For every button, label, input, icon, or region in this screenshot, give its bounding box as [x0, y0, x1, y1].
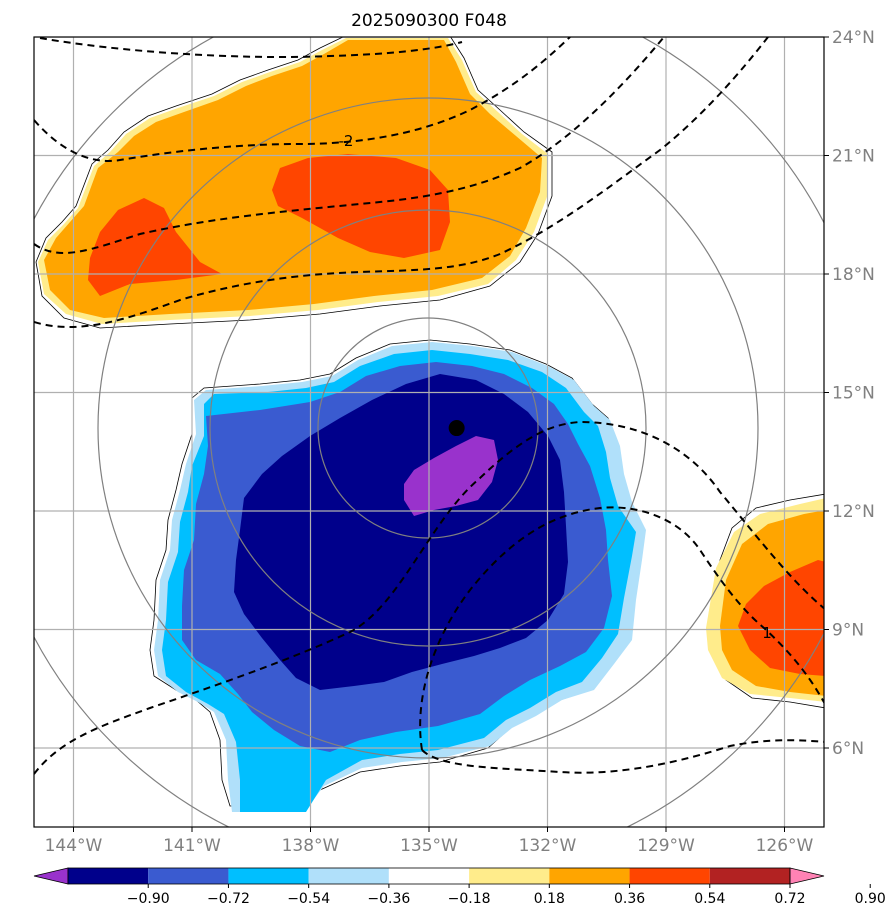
contour-label: 1 [762, 624, 772, 642]
y-axis: 24°N 21°N 18°N 15°N 12°N 9°N 6°N [824, 28, 875, 759]
colorbar-segment [228, 868, 309, 884]
gridlines [34, 37, 824, 827]
y-tick-label: 18°N [832, 265, 875, 285]
colorbar-tick-label: 0.18 [534, 891, 565, 907]
negative-anomaly-center [149, 339, 646, 812]
x-axis: 144°W 141°W 138°W 135°W 132°W 129°W 126°W [45, 827, 814, 856]
colorbar-segment [388, 868, 470, 884]
range-rings [34, 37, 824, 827]
colorbar-segment [68, 868, 149, 884]
anomaly-fill-0-72-b [272, 154, 450, 258]
contour-label: -2 [339, 132, 354, 150]
y-tick-label: 24°N [832, 28, 875, 48]
colorbar-segment [549, 868, 630, 884]
chart-title: 2025090300 F048 [351, 11, 507, 31]
anomaly-fill-0-72 [738, 560, 824, 676]
colorbar-tick-label: −0.72 [207, 891, 250, 907]
x-tick-label: 138°W [282, 836, 340, 856]
anomaly-fill-0-72-a [88, 198, 222, 296]
positive-anomaly-north [35, 37, 553, 329]
colorbar-segment [308, 868, 389, 884]
dashed-contour [419, 506, 824, 751]
colorbar-tick-label: 0.36 [614, 891, 645, 907]
range-ring [209, 209, 647, 647]
colorbar-segment [469, 868, 550, 884]
colorbar-extend-low [33, 867, 69, 885]
colorbar-frame [67, 867, 791, 885]
x-tick-label: 135°W [400, 836, 458, 856]
y-tick-label: 12°N [832, 502, 875, 522]
colorbar-tick-label: −0.90 [127, 891, 170, 907]
range-ring [97, 97, 759, 759]
dashed-contour [39, 37, 463, 59]
y-tick-label: 21°N [832, 147, 875, 167]
colorbar-segment [709, 868, 790, 884]
colorbar-tick-label: −0.18 [448, 891, 491, 907]
dashed-contours [34, 37, 824, 775]
range-ring [317, 317, 539, 539]
dashed-contour [34, 37, 665, 254]
colorbar-extend-high [789, 867, 825, 885]
y-tick-label: 6°N [832, 739, 864, 759]
x-tick-label: 141°W [163, 836, 221, 856]
anomaly-fill-neg-0-90 [404, 436, 498, 516]
colorbar-segment [629, 868, 710, 884]
dashed-contour [421, 739, 824, 774]
colorbar-tick-label: −0.54 [287, 891, 330, 907]
storm-center-marker [448, 420, 465, 437]
colorbar-tick-label: 0.72 [774, 891, 805, 907]
colorbar-tick-label: −0.36 [367, 891, 410, 907]
dashed-contour [34, 420, 824, 775]
x-tick-label: 144°W [45, 836, 103, 856]
x-tick-label: 129°W [637, 836, 695, 856]
x-tick-label: 132°W [519, 836, 577, 856]
x-tick-label: 126°W [756, 836, 814, 856]
dashed-contour [34, 37, 769, 328]
colorbar-tick-label: 0.90 [855, 891, 886, 907]
colorbar-tick-label: 0.54 [694, 891, 725, 907]
y-tick-label: 9°N [832, 621, 864, 641]
colorbar: −0.90 −0.72 −0.54 −0.36 −0.18 0.18 0.36 0.54 0.7… [33, 867, 886, 907]
y-tick-label: 15°N [832, 384, 875, 404]
colorbar-segment [148, 868, 229, 884]
dashed-contour [34, 37, 571, 162]
